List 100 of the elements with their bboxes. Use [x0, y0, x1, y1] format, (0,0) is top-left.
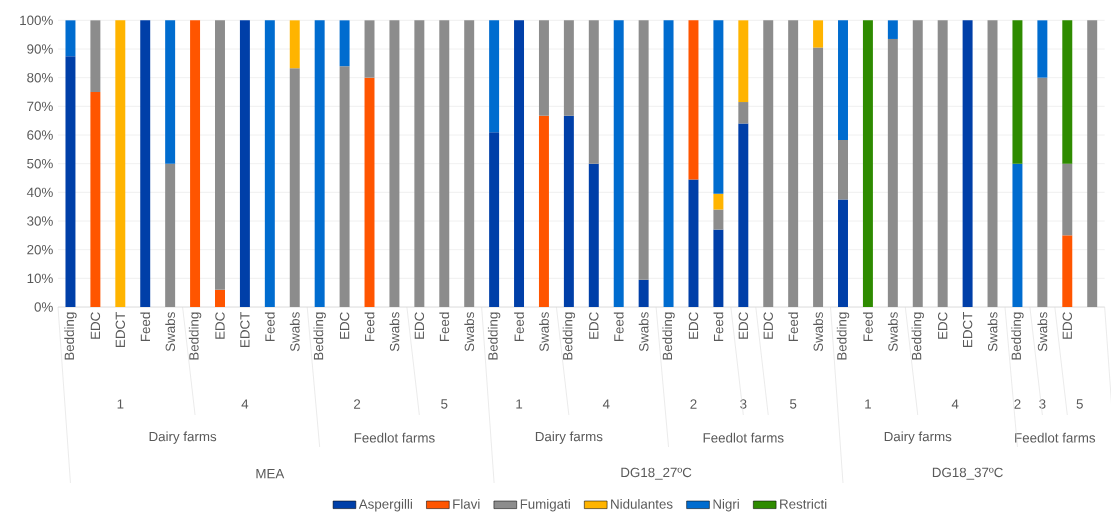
bar — [788, 20, 799, 307]
bar — [937, 20, 948, 307]
x-tick-label: EDC — [763, 312, 773, 339]
text: Feedlot farms — [703, 432, 784, 443]
bar — [688, 20, 699, 180]
y-tick-label: 40% — [26, 187, 53, 198]
bar — [813, 20, 824, 48]
x-tick-label: Bedding — [911, 312, 924, 360]
x-tick-label: Swabs — [987, 312, 998, 352]
bar — [389, 20, 400, 307]
bar — [962, 20, 973, 307]
x-tick-label: Bedding — [836, 312, 850, 360]
legend-label: Restricti — [780, 498, 827, 509]
text: 4 — [241, 399, 249, 409]
y-tick-label: 20% — [27, 244, 53, 255]
x-tick-label: EDC — [688, 312, 699, 339]
bar — [165, 163, 176, 307]
bar — [1062, 235, 1073, 307]
bar — [215, 289, 225, 307]
legend-label: Nigri — [713, 498, 739, 512]
bar — [563, 20, 574, 116]
bar — [713, 229, 724, 307]
text: MEA — [256, 469, 285, 479]
bar — [713, 209, 724, 230]
x-tick-label: EDC — [589, 312, 599, 339]
x-tick-label: EDC — [90, 312, 101, 339]
y-tick-label: 10% — [27, 273, 53, 284]
x-tick-label: Swabs — [289, 312, 300, 352]
bar — [713, 20, 724, 194]
bar — [489, 132, 500, 307]
bar — [588, 163, 599, 307]
text: 1 — [516, 399, 523, 409]
x-tick-label: EDCT — [962, 312, 973, 347]
x-tick-label: EDCT — [115, 312, 126, 347]
text: 1 — [865, 399, 871, 409]
bar — [813, 47, 824, 307]
bar — [65, 20, 76, 57]
bar — [289, 68, 300, 307]
x-tick-label: EDC — [937, 312, 948, 339]
bar — [264, 20, 275, 307]
x-tick-label: EDC — [215, 312, 225, 339]
x-tick-label: Bedding — [64, 312, 77, 360]
x-tick-label: Feed — [439, 312, 450, 342]
text: 5 — [441, 399, 448, 409]
x-tick-label: Feed — [364, 312, 375, 342]
y-tick-label: 0% — [34, 302, 53, 312]
text: DG18_27ºC — [621, 467, 692, 480]
bar — [364, 20, 375, 78]
x-tick-label: EDC — [738, 312, 749, 339]
bar — [364, 77, 375, 307]
text: 2 — [354, 399, 361, 409]
y-tick-label: 30% — [27, 216, 53, 226]
y-tick-label: 60% — [27, 130, 53, 140]
bar — [289, 20, 300, 69]
x-tick-label: Swabs — [539, 312, 549, 352]
bar — [638, 20, 649, 280]
text: 5 — [1076, 399, 1083, 409]
bar — [638, 279, 649, 307]
bar — [489, 20, 500, 133]
bar — [838, 139, 848, 200]
x-tick-label: Swabs — [165, 312, 176, 352]
bar — [514, 20, 525, 307]
bar — [215, 20, 225, 290]
x-tick-label: Bedding — [188, 312, 202, 360]
bar — [1012, 20, 1023, 164]
bar — [538, 20, 549, 116]
bar — [115, 20, 126, 307]
x-tick-label: Bedding — [1011, 312, 1024, 360]
bar — [1037, 20, 1048, 78]
x-tick-label: Feed — [863, 312, 873, 342]
bar — [563, 115, 574, 307]
text: 1 — [117, 399, 124, 409]
bar — [90, 20, 101, 92]
x-tick-label: Feed — [514, 312, 524, 342]
x-tick-label: Bedding — [313, 312, 326, 360]
x-tick-label: Bedding — [487, 312, 501, 360]
x-tick-label: Feed — [613, 312, 624, 342]
bar — [339, 66, 350, 307]
x-tick-label: Swabs — [464, 312, 475, 352]
bar — [912, 20, 923, 307]
bar — [862, 20, 873, 307]
x-tick-label: Bedding — [562, 312, 576, 360]
bar — [1087, 20, 1098, 307]
x-tick-label: Swabs — [887, 312, 898, 352]
bar — [838, 20, 848, 140]
bar — [439, 20, 450, 307]
bar — [738, 123, 749, 307]
bar — [239, 20, 250, 307]
bar — [1037, 77, 1048, 307]
bar — [190, 20, 201, 307]
text: 4 — [602, 399, 610, 409]
bar — [838, 199, 848, 307]
bar — [464, 20, 475, 307]
x-tick-label: EDC — [339, 312, 350, 339]
x-tick-label: Feed — [140, 312, 151, 342]
bar — [987, 20, 998, 307]
bar — [713, 193, 724, 210]
text: 2 — [1014, 399, 1021, 409]
bar — [763, 20, 774, 307]
x-tick-label: Swabs — [638, 312, 649, 352]
